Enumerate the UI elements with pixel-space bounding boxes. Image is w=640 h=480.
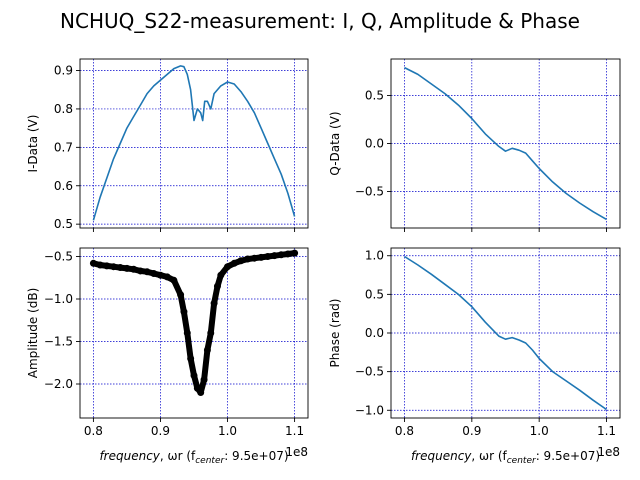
amplitude-ytick-label-1: −1.5 [44, 335, 73, 349]
amplitude-point-33 [270, 252, 278, 260]
amplitude-point-9 [150, 270, 158, 277]
amplitude-xtick-label-2: 1.0 [218, 424, 237, 438]
amplitude-point-32 [264, 253, 272, 260]
amplitude-point-6 [130, 265, 138, 273]
amplitude-point-13 [177, 291, 185, 299]
amplitude-point-24 [213, 282, 221, 290]
q-data-ylabel: Q-Data (V) [328, 111, 342, 175]
amplitude-point-1 [96, 261, 104, 269]
panels: 0.5 0.6 0.7 0.8 0.9 I-Data (V) −0.5 0.0 0.5 Q-Dat… [26, 58, 621, 466]
amplitude-xtick-label-1: 0.9 [151, 424, 170, 438]
phase-x-offset: 1e8 [597, 445, 620, 459]
i-data-panel: 0.5 0.6 0.7 0.8 0.9 I-Data (V) [26, 58, 309, 232]
amplitude-point-22 [207, 329, 215, 337]
i-data-frame [79, 58, 309, 229]
amplitude-ytick-label-0: −2.0 [44, 377, 73, 391]
q-data-ytick-label-0: −0.5 [355, 185, 384, 199]
phase-ytick-label-1: −0.5 [355, 365, 384, 379]
amplitude-ylabel: Amplitude (dB) [26, 288, 40, 379]
phase-panel: 0.8 0.9 1.0 1.1 −1.0 −0.5 0.0 0.5 1.0 Phase (rad)… [328, 247, 621, 466]
phase-xtick-label-3: 1.1 [597, 424, 616, 438]
amplitude-trace [90, 250, 298, 396]
amplitude-point-14 [180, 308, 188, 316]
phase-ytick-label-3: 0.5 [365, 287, 384, 301]
amplitude-point-4 [116, 264, 124, 272]
amplitude-xtick-label-0: 0.8 [84, 424, 103, 438]
amplitude-ytick-label-3: −0.5 [44, 250, 73, 264]
amplitude-point-34 [277, 251, 285, 259]
amplitude-point-0 [89, 259, 97, 267]
phase-xtick-label-1: 0.9 [462, 424, 481, 438]
amplitude-point-28 [237, 257, 245, 265]
amplitude-frame [79, 247, 309, 419]
phase-xlabel: frequency, ωr (fcenter: 9.5e+07) [411, 449, 600, 466]
amplitude-x-offset: 1e8 [285, 445, 308, 459]
i-data-line [92, 65, 296, 221]
amplitude-point-16 [187, 355, 195, 362]
amplitude-point-8 [143, 268, 151, 276]
i-data-ytick-label-4: 0.9 [54, 64, 73, 78]
q-data-ytick-label-1: 0.0 [365, 137, 384, 151]
figure-title: NCHUQ_S22-measurement: I, Q, Amplitude &… [60, 9, 580, 33]
amplitude-point-26 [224, 263, 232, 271]
i-data-ytick-label-2: 0.7 [54, 140, 73, 154]
i-data-ytick-label-0: 0.5 [54, 217, 73, 231]
amplitude-point-35 [284, 250, 292, 258]
q-data-ytick-label-2: 0.5 [365, 88, 384, 102]
amplitude-point-10 [156, 271, 164, 279]
amplitude-point-11 [163, 273, 171, 281]
amplitude-point-17 [190, 372, 198, 379]
amplitude-ytick-label-2: −1.0 [44, 292, 73, 306]
phase-ytick-label-4: 1.0 [365, 249, 384, 263]
i-data-ytick-label-1: 0.6 [54, 179, 73, 193]
amplitude-point-31 [257, 253, 265, 261]
phase-ytick-label-2: 0.0 [365, 326, 384, 340]
phase-xtick-label-0: 0.8 [395, 424, 414, 438]
amplitude-point-25 [217, 271, 225, 279]
amplitude-point-20 [200, 376, 208, 384]
amplitude-point-3 [110, 263, 118, 271]
amplitude-point-21 [203, 346, 211, 354]
amplitude-point-29 [244, 255, 252, 263]
q-data-line [404, 66, 607, 221]
i-data-ylabel: I-Data (V) [26, 115, 40, 173]
amplitude-point-5 [123, 264, 131, 272]
amplitude-point-36 [291, 249, 299, 257]
i-data-ytick-label-3: 0.8 [54, 102, 73, 116]
amplitude-point-30 [250, 254, 258, 262]
amplitude-panel: 0.8 0.9 1.0 1.1 −2.0 −1.5 −1.0 −0.5 Amplitude (d… [26, 247, 309, 466]
amplitude-point-7 [136, 267, 144, 275]
amplitude-point-23 [210, 299, 218, 307]
amplitude-point-12 [170, 276, 178, 284]
q-data-panel: −0.5 0.0 0.5 Q-Data (V) [328, 58, 621, 232]
phase-xtick-label-2: 1.0 [530, 424, 549, 438]
amplitude-point-15 [183, 329, 191, 337]
amplitude-point-27 [230, 259, 238, 267]
amplitude-point-19 [197, 389, 205, 396]
phase-ytick-label-0: −1.0 [355, 403, 384, 417]
amplitude-xlabel: frequency, ωr (fcenter: 9.5e+07) [99, 449, 288, 466]
amplitude-point-2 [103, 262, 111, 270]
phase-line [404, 255, 607, 411]
phase-ylabel: Phase (rad) [328, 299, 342, 368]
amplitude-xtick-label-3: 1.1 [285, 424, 304, 438]
